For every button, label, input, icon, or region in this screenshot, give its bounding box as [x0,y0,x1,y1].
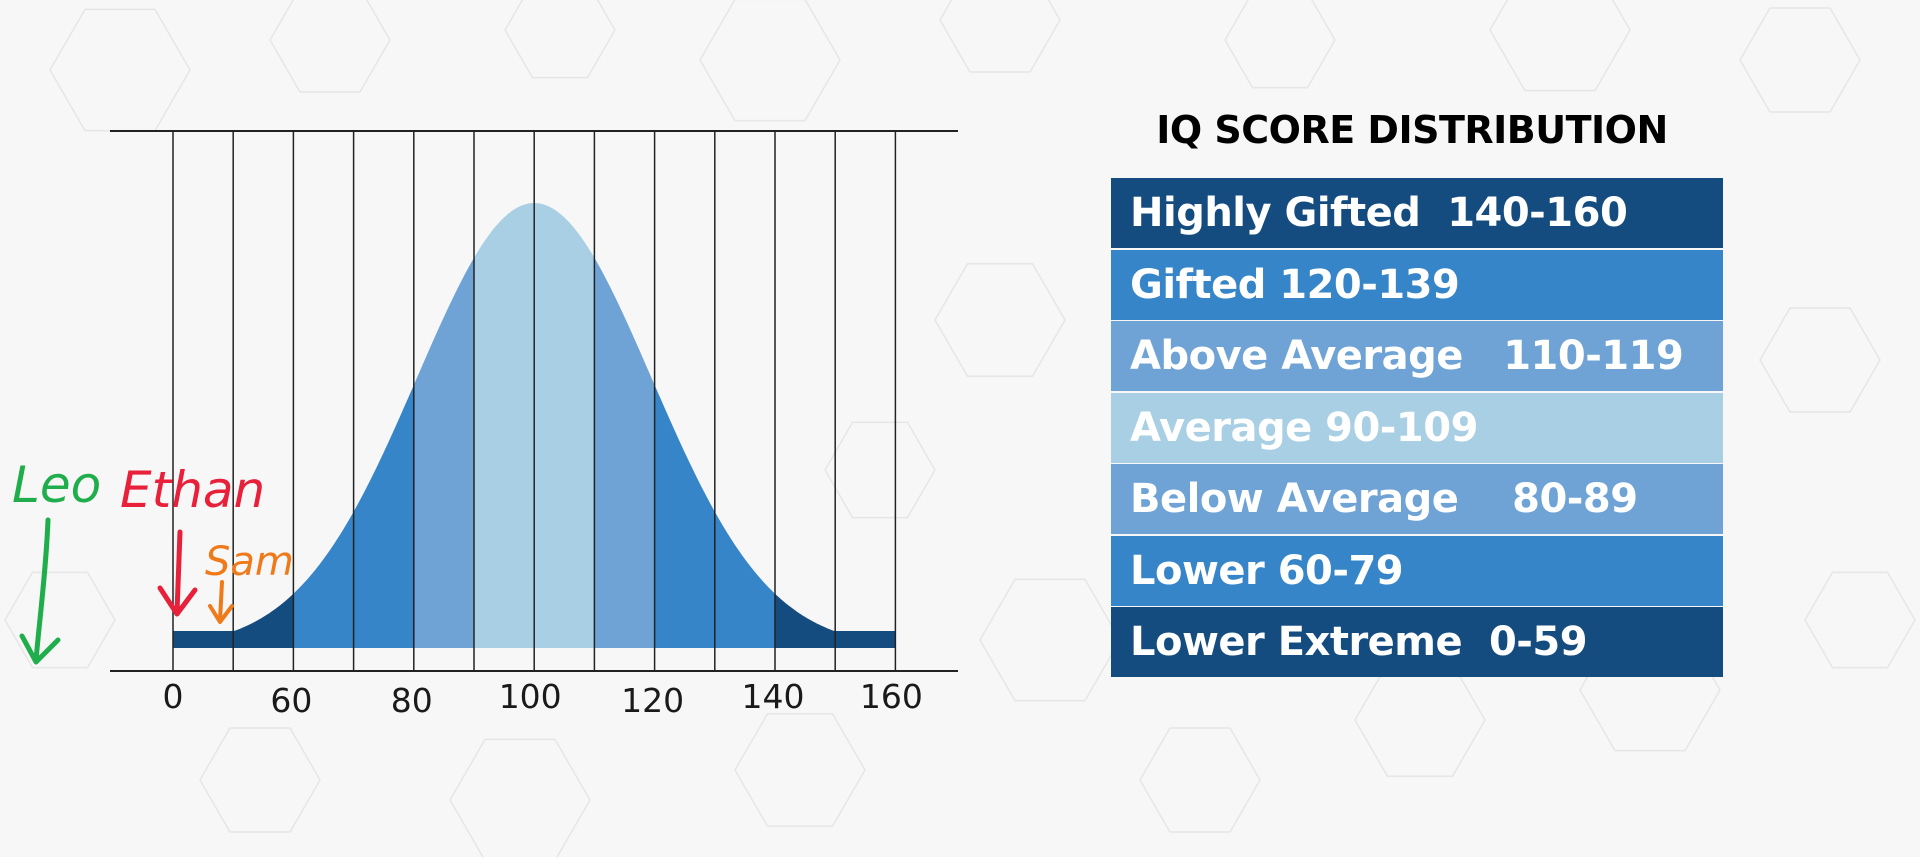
background-hexagon [199,727,321,833]
annotation-ethan: Ethan [120,461,265,519]
x-tick-label: 100 [499,677,562,716]
legend-row: Average 90-109 [1111,392,1723,463]
background-hexagon [699,0,841,122]
curve-band [835,631,896,648]
background-hexagon [734,712,866,828]
curve-band [413,257,474,648]
background-hexagon [1759,307,1881,413]
annotation-leo: Leo [12,456,101,514]
legend-row: Below Average 80-89 [1111,464,1723,534]
x-tick-label: 60 [270,681,312,720]
legend-table: Highly Gifted 140-160 Gifted 120-139 Above… [1111,178,1723,679]
legend-title: IQ SCORE DISTRIBUTION [1156,108,1668,152]
curve-band [654,385,715,648]
background-hexagon [939,0,1061,73]
background-hexagon [824,421,936,519]
x-tick-label: 140 [742,677,805,716]
annotation-sam: Sam [205,539,294,585]
curve-band [173,631,234,648]
legend-row: Lower Extreme 0-59 [1111,607,1723,677]
curve-band [474,203,535,648]
leo-arrow-icon [19,517,61,665]
legend-row: Above Average 110-119 [1111,321,1723,391]
x-tick-label: 0 [163,677,184,716]
ethan-arrow-icon [157,529,198,617]
background-hexagon [1489,0,1631,92]
curve-band [714,511,775,648]
background-hexagon [934,262,1066,378]
background-hexagon [1224,0,1336,89]
background-hexagon [269,0,391,93]
background-hexagon [504,0,616,79]
legend-row: Highly Gifted 140-160 [1111,178,1723,248]
background-hexagon [4,571,116,669]
background-hexagon [1739,7,1861,113]
curve-band [293,511,354,648]
curve-band [353,385,414,648]
background-hexagon [449,738,591,857]
sam-arrow-icon [208,580,234,624]
background-hexagon [979,578,1121,702]
background-hexagon [1804,571,1916,669]
curve-band [775,593,836,648]
x-tick-label: 160 [860,677,923,716]
curve-band [233,593,294,648]
background-hexagon [1139,727,1261,833]
curve-band [534,203,595,648]
curve-band [594,257,655,648]
legend-row: Lower 60-79 [1111,535,1723,606]
legend-row: Gifted 120-139 [1111,249,1723,320]
x-tick-label: 80 [391,681,433,720]
x-tick-label: 120 [621,681,684,720]
